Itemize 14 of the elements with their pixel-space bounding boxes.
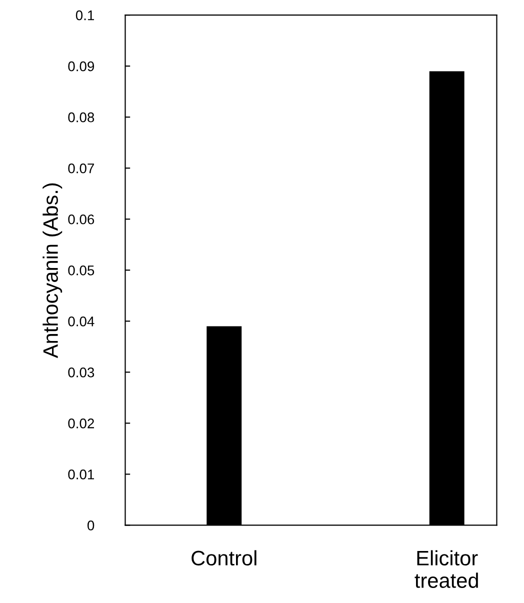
y-tick-label: 0.01 [68, 470, 94, 480]
y-tick-label: 0.03 [68, 368, 94, 378]
y-tick-label: 0.08 [68, 112, 94, 122]
y-axis-title: Anthocyanin (Abs.) [42, 183, 62, 358]
y-tick-label: 0.05 [68, 265, 94, 276]
y-tick-label: 0.02 [68, 418, 94, 428]
y-tick-label: 0 [88, 520, 94, 530]
y-tick-label: 0.09 [68, 61, 94, 72]
y-tick-label: 0.07 [68, 163, 94, 174]
x-tick-label: Control [192, 550, 256, 566]
y-tick-label: 0.06 [68, 214, 94, 224]
y-tick-label: 0.04 [68, 316, 94, 326]
x-tick-label: Elicitor treated [414, 550, 478, 588]
y-tick-label: 0.1 [76, 10, 94, 20]
